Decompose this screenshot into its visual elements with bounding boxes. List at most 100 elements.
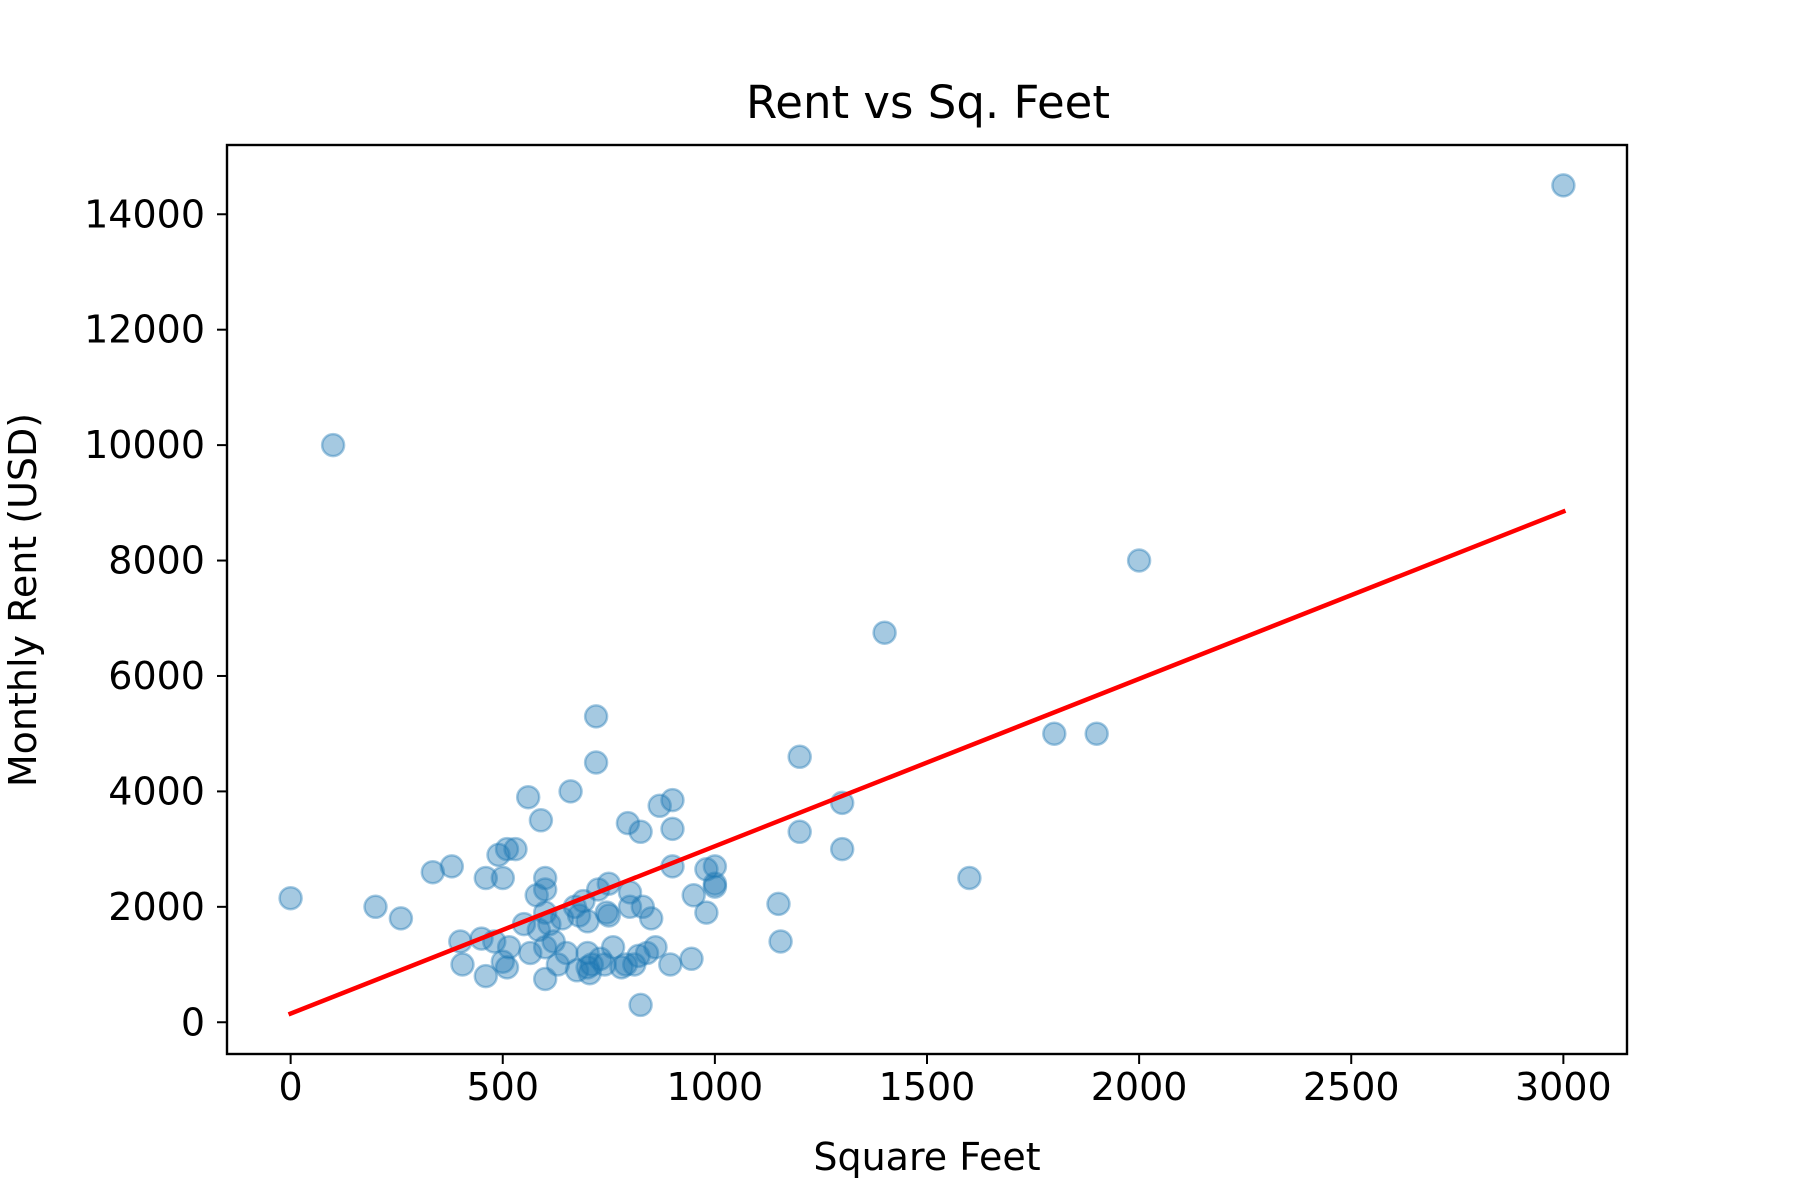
data-point [496, 934, 522, 960]
trend-line-layer [287, 508, 1567, 1017]
data-point [628, 819, 653, 845]
data-point [494, 955, 520, 980]
data-point [579, 952, 605, 977]
data-point [473, 963, 499, 989]
x-tick-label: 0 [279, 1065, 303, 1109]
data-point [583, 750, 609, 775]
data-point [420, 859, 446, 885]
data-point [615, 810, 641, 836]
data-point [524, 883, 549, 908]
data-point [829, 836, 855, 862]
x-tick-label: 1000 [667, 1065, 764, 1109]
data-point [694, 857, 719, 882]
data-point [702, 871, 728, 896]
data-point [613, 952, 639, 977]
data-point [592, 952, 617, 977]
y-tick-label: 10000 [84, 423, 205, 467]
data-point [660, 816, 685, 842]
data-point [494, 836, 520, 862]
data-point [541, 929, 566, 954]
data-point [486, 842, 511, 868]
data-point [526, 917, 552, 943]
x-tick-label: 1500 [879, 1065, 976, 1109]
x-axis: 0 500 1000 1500 2000 2500 3000 [279, 1054, 1612, 1109]
y-tick-label: 6000 [108, 654, 205, 698]
data-point [626, 943, 651, 969]
data-point [643, 934, 668, 960]
data-point [957, 865, 982, 891]
data-point [577, 960, 602, 986]
data-point [647, 793, 672, 819]
data-point [558, 779, 583, 804]
data-point [596, 903, 622, 928]
data-point [450, 952, 475, 977]
data-point [532, 865, 558, 891]
data-point [583, 704, 609, 729]
data-point [575, 955, 600, 980]
data-point [609, 955, 634, 980]
data-point [528, 808, 554, 833]
data-point [554, 940, 579, 966]
data-point [679, 946, 704, 972]
data-point [617, 894, 643, 920]
data-point [768, 929, 793, 954]
data-point [600, 934, 626, 960]
data-point [518, 940, 543, 966]
data-point [872, 620, 897, 645]
data-point [638, 906, 664, 931]
data-point [490, 865, 516, 891]
y-tick-label: 2000 [108, 885, 205, 929]
data-point [363, 894, 388, 920]
data-point [588, 946, 613, 972]
y-tick-label: 4000 [108, 769, 205, 813]
data-point [622, 952, 647, 977]
y-tick-label: 14000 [84, 192, 205, 236]
data-point [660, 787, 685, 813]
data-point [566, 903, 592, 928]
data-point [575, 940, 600, 966]
trend-line [287, 508, 1567, 1017]
x-tick-label: 500 [466, 1065, 539, 1109]
x-tick-label: 2500 [1303, 1065, 1400, 1109]
data-point [532, 877, 558, 902]
data-point [702, 854, 728, 879]
data-point [388, 906, 414, 931]
points-layer [278, 173, 1576, 1018]
data-point [473, 865, 499, 891]
data-point [575, 909, 600, 934]
data-point [545, 952, 571, 977]
chart-title: Rent vs Sq. Feet [746, 76, 1110, 129]
x-tick-label: 3000 [1515, 1065, 1612, 1109]
data-point [1042, 721, 1067, 746]
y-tick-label: 0 [181, 1000, 205, 1044]
y-axis-label: Monthly Rent (USD) [1, 413, 45, 787]
data-point [490, 949, 516, 974]
data-point [787, 744, 812, 770]
data-point [1126, 548, 1152, 573]
data-point [766, 891, 791, 917]
data-point [694, 900, 719, 925]
data-point [278, 885, 303, 911]
data-point [564, 958, 590, 983]
data-point [630, 894, 656, 920]
data-point [1551, 173, 1576, 198]
data-point [702, 874, 728, 899]
y-axis: 0 2000 4000 6000 8000 10000 12000 14000 [84, 192, 227, 1044]
data-point [439, 854, 465, 879]
data-point [787, 819, 812, 845]
data-point [1084, 721, 1109, 746]
data-point [681, 883, 706, 908]
data-point [320, 432, 346, 458]
x-tick-label: 2000 [1091, 1065, 1188, 1109]
data-point [658, 952, 683, 977]
data-point [515, 784, 541, 810]
data-point [503, 836, 528, 862]
data-point [628, 992, 653, 1018]
data-point [594, 900, 619, 925]
y-tick-label: 8000 [108, 539, 205, 583]
data-point [532, 934, 558, 960]
data-point [634, 940, 660, 966]
y-tick-label: 12000 [84, 308, 205, 352]
